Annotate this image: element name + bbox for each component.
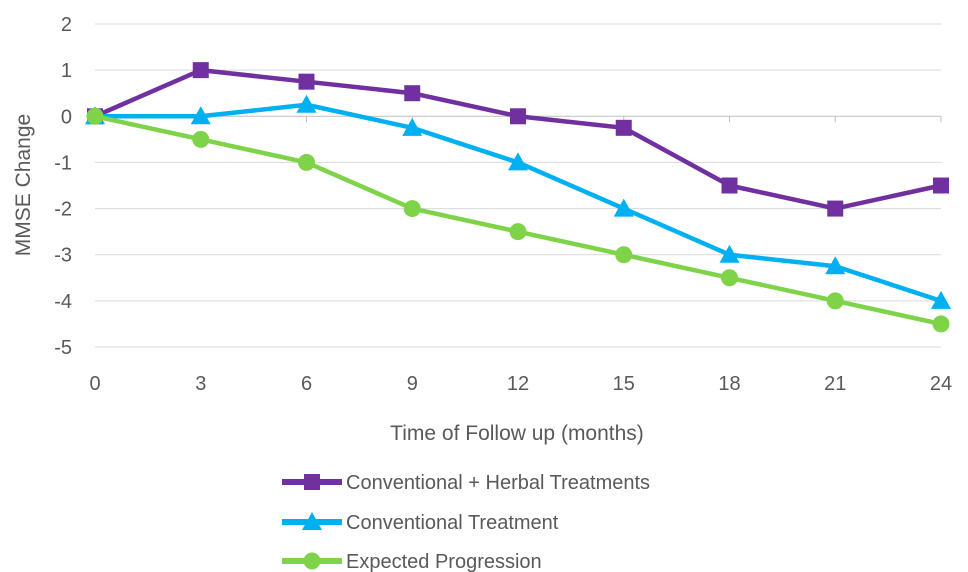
y-tick-label: 0: [61, 106, 72, 128]
x-tick-label: 9: [407, 373, 418, 395]
legend: Conventional + Herbal Treatments Conventi…: [282, 472, 650, 572]
y-tick-label: -5: [54, 337, 72, 359]
data-point: [932, 315, 950, 333]
y-tick-label: -2: [54, 199, 72, 221]
data-point: [402, 117, 423, 136]
legend-item-2: Conventional Treatment: [282, 512, 559, 534]
data-point: [931, 290, 951, 309]
data-point: [192, 62, 209, 79]
data-point: [192, 130, 210, 148]
data-point: [508, 152, 528, 171]
x-axis-title: Time of Follow up (months): [390, 422, 644, 445]
x-tick-label: 21: [824, 373, 846, 395]
x-tick-label: 12: [507, 373, 529, 395]
x-axis-ticks: 0 3 6 9 12 15 18 21 24: [89, 373, 952, 395]
data-point: [933, 177, 949, 194]
data-point: [403, 200, 421, 218]
data-point: [86, 107, 104, 125]
legend-label: Conventional + Herbal Treatments: [346, 472, 650, 494]
data-point: [510, 108, 526, 125]
x-tick-label: 6: [301, 373, 312, 395]
data-point: [509, 223, 527, 241]
series-3: [86, 107, 950, 333]
x-tick-label: 0: [89, 373, 100, 395]
data-point: [721, 269, 738, 287]
x-tick-label: 3: [195, 373, 206, 395]
data-point: [298, 73, 315, 90]
y-tick-label: -1: [54, 152, 72, 174]
data-point: [404, 85, 421, 102]
data-point: [719, 244, 740, 263]
series-line: [92, 114, 944, 327]
legend-marker: [304, 474, 320, 490]
y-tick-label: 2: [61, 14, 72, 36]
legend-marker: [303, 552, 321, 570]
data-point: [298, 153, 315, 171]
legend-item-1: Conventional + Herbal Treatments: [282, 472, 650, 494]
data-point: [721, 177, 738, 194]
y-axis-ticks: 2 1 0 -1 -2 -3 -4 -5: [54, 14, 72, 359]
legend-marker: [302, 512, 322, 530]
data-point: [615, 246, 633, 264]
series-2: [85, 94, 951, 309]
series-layer: [85, 62, 951, 333]
y-tick-label: 1: [61, 60, 72, 82]
y-tick-label: -3: [54, 245, 72, 267]
y-axis-title: MMSE Change: [12, 114, 35, 256]
series-1: [87, 62, 949, 217]
legend-label: Expected Progression: [346, 551, 542, 572]
x-tick-label: 15: [613, 373, 635, 395]
y-tick-label: -4: [54, 291, 72, 313]
x-tick-label: 24: [930, 373, 952, 395]
data-point: [826, 292, 844, 310]
data-point: [825, 256, 846, 275]
series-line: [92, 67, 944, 211]
data-point: [827, 200, 844, 217]
x-tick-label: 18: [718, 373, 740, 395]
data-point: [615, 119, 632, 136]
data-point: [190, 106, 211, 125]
legend-item-3: Expected Progression: [282, 551, 542, 572]
data-point: [613, 198, 634, 217]
legend-label: Conventional Treatment: [346, 512, 559, 534]
data-point: [296, 94, 317, 113]
